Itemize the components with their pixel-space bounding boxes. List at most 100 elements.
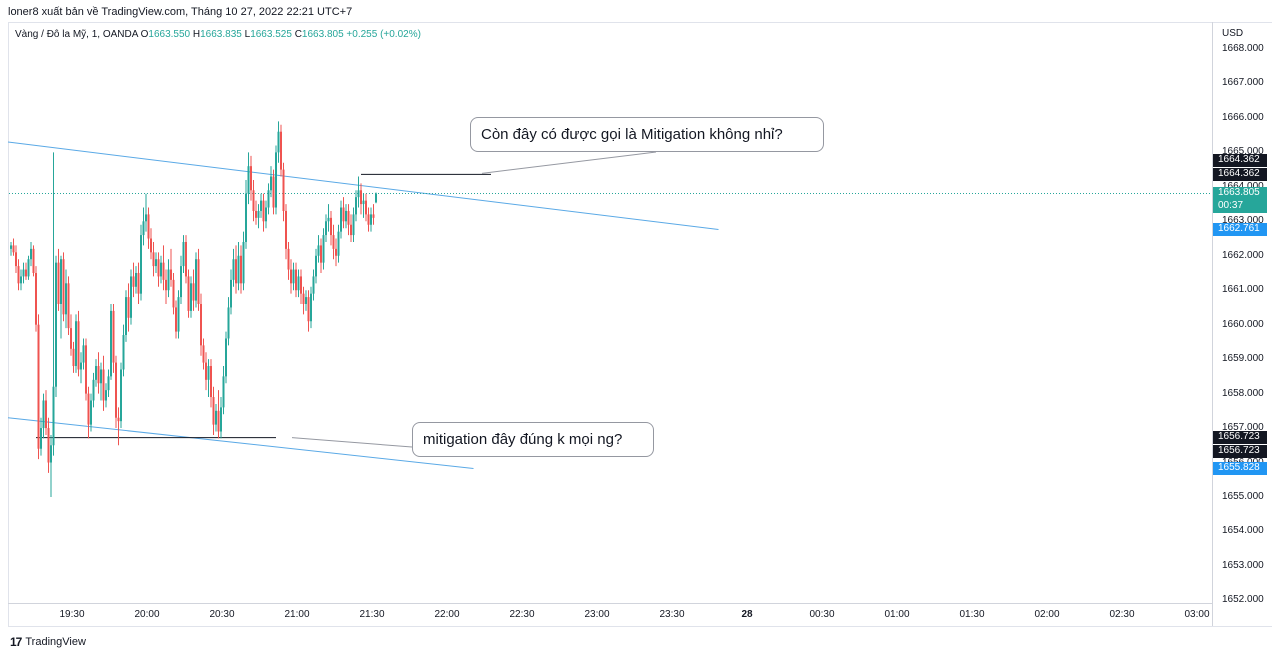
candle [252, 179, 255, 222]
price-label-lower-trendline: 1655.828 [1213, 462, 1267, 475]
candle-body [45, 400, 47, 429]
chart-top-border [8, 22, 1272, 23]
candle-body [55, 262, 57, 387]
candle-body [322, 235, 325, 263]
candle-body [332, 235, 335, 249]
candle-body [282, 169, 285, 211]
candle [365, 193, 367, 222]
candle-body [345, 210, 347, 222]
candle [245, 179, 247, 249]
candle-body [52, 386, 55, 446]
price-tick: 1654.000 [1222, 525, 1264, 537]
candle [295, 262, 297, 298]
time-tick: 01:00 [884, 609, 910, 620]
tradingview-brand[interactable]: 17 TradingView [10, 635, 86, 649]
candle-body [97, 366, 100, 384]
chart-left-border [8, 22, 9, 626]
candle [15, 245, 17, 273]
price-tick: 1664.000 [1222, 181, 1264, 192]
candle [210, 359, 212, 408]
candle-body [190, 283, 192, 311]
candle-body [80, 362, 82, 370]
candle [72, 341, 75, 373]
candle [232, 248, 235, 287]
candle-body [215, 410, 217, 425]
time-tick: 01:30 [959, 609, 985, 620]
candle [230, 269, 232, 315]
candle [165, 269, 167, 305]
candle [192, 269, 195, 311]
candle-body [362, 200, 365, 205]
candle-body [265, 207, 267, 222]
price-tick: 1663.000 [1222, 215, 1264, 227]
candle-body [315, 255, 317, 277]
candle-body [125, 297, 127, 336]
candle [190, 276, 192, 318]
candle-body [262, 200, 265, 222]
candle [52, 152, 55, 456]
candle [300, 269, 302, 305]
candle [60, 255, 62, 339]
price-label-current-price: 1663.805 [1213, 187, 1267, 200]
candle [320, 238, 322, 273]
candle [237, 241, 240, 291]
candle-body [82, 345, 85, 363]
candle [345, 204, 347, 229]
candle [115, 355, 117, 429]
candle-body [372, 214, 375, 218]
candle [162, 245, 165, 291]
candle-body [102, 369, 105, 401]
candle [125, 290, 127, 342]
candle [227, 297, 230, 346]
candle [20, 269, 22, 291]
candle-body [90, 400, 92, 425]
price-tick: 1659.000 [1222, 353, 1264, 365]
candle-body [307, 297, 310, 322]
candle-body [182, 241, 185, 267]
candle [272, 169, 275, 215]
lower-trendline[interactable] [7, 417, 474, 469]
candle-body [302, 293, 305, 305]
upper-trendline[interactable] [7, 141, 719, 231]
candle [152, 241, 155, 277]
candle-body [240, 255, 242, 284]
candle-body [152, 252, 155, 267]
candle [12, 238, 15, 256]
candle-body [270, 176, 272, 191]
candle [202, 338, 205, 370]
candle-body [62, 259, 65, 315]
candle-body [272, 176, 275, 208]
callout-lower-note[interactable]: mitigation đây đúng k mọi ng? [412, 422, 654, 457]
candle [150, 228, 152, 260]
candle [102, 355, 105, 411]
candle [170, 248, 172, 287]
candle [325, 214, 327, 242]
candle-body [242, 241, 245, 284]
candle [330, 210, 332, 246]
candle-body [120, 369, 122, 422]
candle-body [205, 362, 207, 380]
candle-body [230, 279, 232, 308]
candle [332, 224, 335, 260]
price-tick: 1662.000 [1222, 249, 1264, 261]
candle-body [337, 231, 340, 256]
candle-body [25, 269, 27, 277]
time-tick: 19:30 [59, 609, 85, 620]
callout-upper-note[interactable]: Còn đây có được gọi là Mitigation không … [470, 117, 824, 152]
candle [297, 269, 300, 298]
candle-body [280, 131, 282, 170]
candle-body [150, 238, 152, 253]
candle [307, 290, 310, 332]
time-tick: 02:30 [1109, 609, 1135, 620]
candle [337, 224, 340, 263]
candle-body [237, 255, 240, 284]
candle [360, 183, 362, 215]
candle [257, 204, 260, 229]
candle-body [30, 248, 32, 260]
candle [285, 204, 287, 260]
time-tick: 00:30 [809, 609, 835, 620]
candle [370, 207, 372, 232]
candle [145, 193, 147, 232]
low-value: 1663.525 [250, 29, 292, 40]
